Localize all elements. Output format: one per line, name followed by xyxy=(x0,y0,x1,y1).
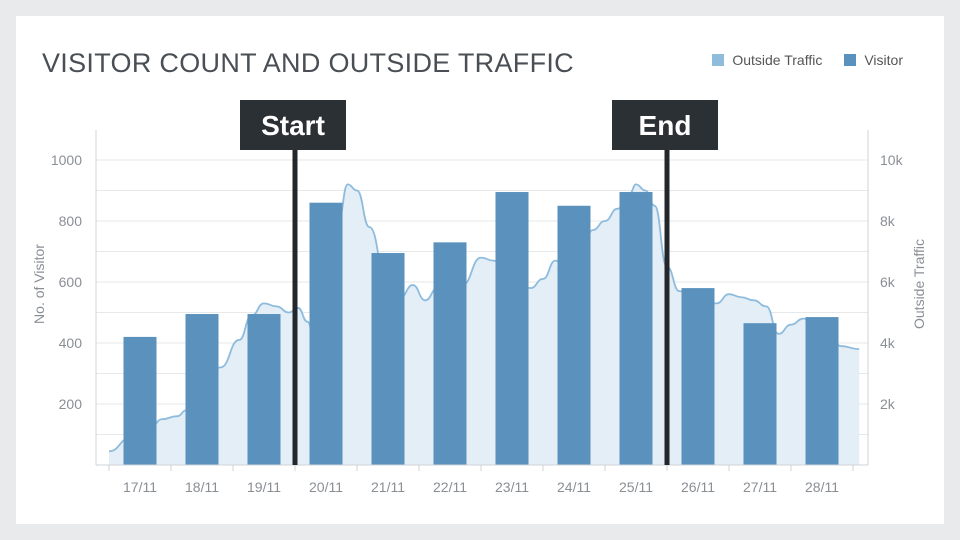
legend-swatch-visitor xyxy=(844,54,857,66)
right-tick-label: 2k xyxy=(880,396,896,412)
chart-legend: Outside Traffic Visitor xyxy=(712,52,903,68)
x-tick-label: 19/11 xyxy=(247,479,281,495)
x-tick-label: 20/11 xyxy=(309,479,343,495)
right-tick-label: 10k xyxy=(880,152,904,168)
left-tick-label: 600 xyxy=(59,274,83,290)
right-tick-label: 4k xyxy=(880,335,896,351)
left-tick-label: 200 xyxy=(59,396,83,412)
visitor-bar-21-11[interactable] xyxy=(371,253,405,465)
marker-box xyxy=(240,100,346,150)
legend-swatch-outside-traffic xyxy=(712,54,725,66)
legend-item-outside-traffic[interactable]: Outside Traffic xyxy=(712,52,822,68)
visitor-bar-18-11[interactable] xyxy=(185,314,219,465)
marker-label: End xyxy=(639,110,692,141)
outside-traffic-line xyxy=(108,183,860,453)
marker-box xyxy=(612,100,718,150)
x-tick-label: 18/11 xyxy=(185,479,219,495)
marker-start: Start xyxy=(240,100,346,465)
x-tick-label: 21/11 xyxy=(371,479,405,495)
visitor-bar-24-11[interactable] xyxy=(557,205,591,465)
visitor-bar-17-11[interactable] xyxy=(123,336,157,465)
legend-label-visitor: Visitor xyxy=(864,52,903,68)
visitor-bar-20-11[interactable] xyxy=(309,202,343,465)
right-tick-label: 6k xyxy=(880,274,896,290)
left-tick-label: 800 xyxy=(59,213,83,229)
visitor-bar-26-11[interactable] xyxy=(681,288,715,465)
left-tick-label: 400 xyxy=(59,335,83,351)
right-axis-label: Outside Traffic xyxy=(911,239,927,329)
x-tick-label: 23/11 xyxy=(495,479,529,495)
x-tick-label: 27/11 xyxy=(743,479,777,495)
visitor-bar-22-11[interactable] xyxy=(433,242,467,465)
visitor-bar-28-11[interactable] xyxy=(805,317,839,465)
marker-end: End xyxy=(612,100,718,465)
visitor-bar-27-11[interactable] xyxy=(743,323,777,465)
x-tick-label: 25/11 xyxy=(619,479,653,495)
visitor-bar-19-11[interactable] xyxy=(247,314,281,465)
x-tick-label: 28/11 xyxy=(805,479,839,495)
right-tick-label: 8k xyxy=(880,213,896,229)
visitor-bar-25-11[interactable] xyxy=(619,192,653,465)
x-tick-label: 22/11 xyxy=(433,479,467,495)
x-tick-label: 17/11 xyxy=(123,479,157,495)
left-tick-label: 1000 xyxy=(51,152,82,168)
left-axis-label: No. of Visitor xyxy=(31,244,47,324)
x-tick-label: 26/11 xyxy=(681,479,715,495)
legend-item-visitor[interactable]: Visitor xyxy=(844,52,903,68)
x-tick-label: 24/11 xyxy=(557,479,591,495)
legend-label-outside-traffic: Outside Traffic xyxy=(732,52,823,68)
marker-label: Start xyxy=(261,110,325,141)
chart-title: VISITOR COUNT AND OUTSIDE TRAFFIC xyxy=(42,48,574,78)
visitor-bar-23-11[interactable] xyxy=(495,192,529,465)
